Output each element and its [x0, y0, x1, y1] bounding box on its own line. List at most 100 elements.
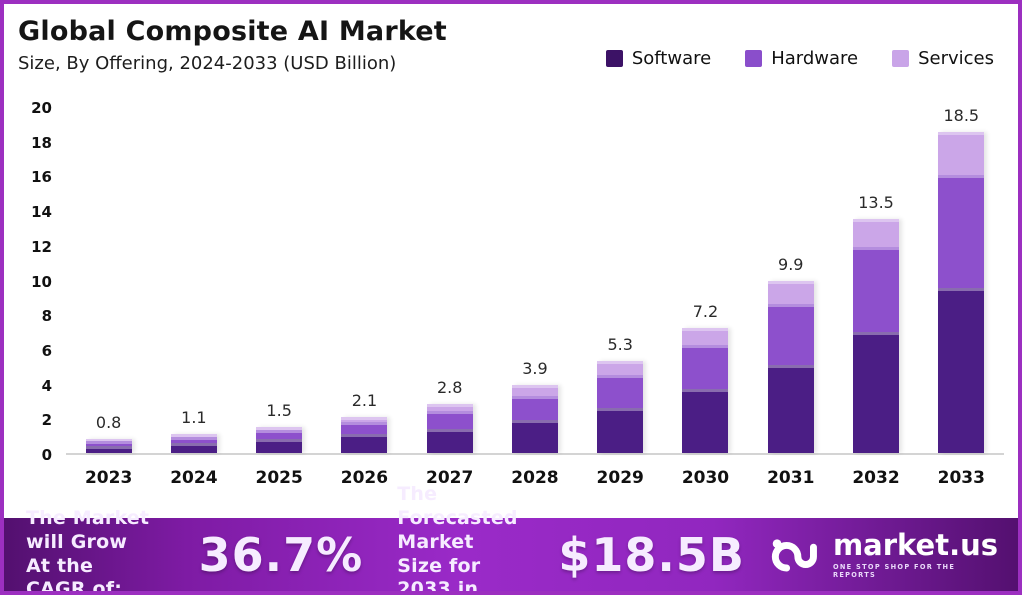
bar-column-2024: 1.1 — [152, 108, 236, 453]
bar-stack — [853, 218, 900, 453]
forecast-label-line2: Size for 2033 in USD: — [397, 554, 481, 595]
y-axis-tick-4: 4 — [41, 376, 52, 395]
bar-segment-software — [341, 433, 388, 453]
bar-column-2023: 0.8 — [67, 108, 151, 453]
bar-column-2025: 1.5 — [237, 108, 321, 453]
y-axis-tick-20: 20 — [31, 99, 52, 117]
bar-stack — [938, 132, 985, 453]
bar-stack — [682, 328, 729, 453]
bar-column-2030: 7.2 — [663, 108, 747, 453]
x-axis-label-2031: 2031 — [767, 468, 815, 488]
y-axis-tick-6: 6 — [41, 341, 52, 360]
brand-name: market.us — [832, 527, 998, 562]
chart-section: 0 2 4 6 8 10 12 14 16 18 20 0.8 1.1 1.5 2.1 2.8 3.9 5.3 7… — [4, 96, 1018, 518]
bar-total-label: 1.5 — [266, 400, 292, 420]
cagr-label-line2: At the CAGR of: — [26, 554, 123, 595]
bar-segment-software — [938, 288, 985, 453]
x-axis-label-2032: 2032 — [852, 468, 900, 488]
bar-column-2032: 13.5 — [834, 108, 918, 453]
legend-item-services: Services — [892, 48, 994, 69]
x-axis-label-2027: 2027 — [426, 468, 474, 488]
bar-segment-software — [256, 439, 303, 453]
y-axis-tick-8: 8 — [41, 307, 52, 326]
plot-area: 0.8 1.1 1.5 2.1 2.8 3.9 5.3 7.2 9.9 13.5 18.5 — [66, 106, 1004, 455]
bar-segment-hardware — [511, 395, 558, 421]
bar-total-label: 9.9 — [778, 255, 804, 275]
bar-segment-services — [938, 132, 985, 176]
bar-segment-services — [511, 385, 558, 396]
cagr-label: The Market will Grow At the CAGR of: — [26, 507, 151, 595]
bar-stack — [85, 439, 132, 453]
x-axis-label-2024: 2024 — [170, 468, 218, 488]
bar-column-2028: 3.9 — [493, 108, 577, 453]
bar-total-label: 7.2 — [692, 302, 719, 322]
forecast-label-line1: The Forecasted Market — [397, 483, 518, 553]
bar-segment-software — [767, 364, 814, 453]
bar-total-label: 2.8 — [436, 378, 463, 398]
bar-segment-services — [341, 416, 388, 422]
bar-column-2031: 9.9 — [749, 108, 833, 453]
brand-text: market.us ONE STOP SHOP FOR THE REPORTS — [832, 527, 998, 579]
y-axis-tick-0: 0 — [41, 446, 52, 464]
bar-segment-hardware — [341, 421, 388, 434]
bar-total-label: 3.9 — [522, 359, 548, 379]
bar-stack — [341, 416, 388, 453]
legend-label: Software — [631, 48, 712, 69]
bar-column-2029: 5.3 — [578, 108, 662, 453]
bar-segment-hardware — [597, 374, 644, 408]
y-axis-tick-16: 16 — [31, 168, 52, 187]
bar-total-label: 18.5 — [943, 106, 980, 126]
bar-stack — [256, 426, 303, 453]
bar-segment-software — [853, 331, 900, 453]
market-us-logo-icon — [771, 538, 817, 571]
y-axis: 0 2 4 6 8 10 12 14 16 18 20 — [18, 99, 58, 464]
bar-segment-services — [170, 433, 217, 437]
bar-segment-software — [85, 446, 132, 453]
bar-segment-software — [511, 420, 558, 453]
bar-total-label: 13.5 — [858, 192, 894, 212]
bar-segment-services — [853, 218, 900, 247]
bar-total-label: 1.1 — [181, 407, 207, 427]
bar-column-2027: 2.8 — [408, 108, 492, 453]
bar-stack — [511, 385, 558, 453]
page-subtitle: Size, By Offering, 2024-2033 (USD Billio… — [18, 53, 397, 74]
footer-banner: The Market will Grow At the CAGR of: 36.… — [4, 483, 1018, 591]
header: Global Composite AI Market Size, By Offe… — [4, 4, 1018, 96]
bar-stack — [767, 281, 814, 453]
bar-total-label: 2.1 — [351, 390, 378, 410]
y-axis-tick-2: 2 — [41, 411, 52, 430]
bar-segment-hardware — [938, 175, 985, 289]
x-axis-label-2029: 2029 — [596, 468, 644, 488]
bar-segment-services — [597, 361, 644, 375]
bar-segment-software — [426, 428, 473, 453]
legend-label: Services — [918, 48, 994, 69]
bar-segment-services — [426, 404, 473, 412]
bar-stack — [426, 404, 473, 453]
y-axis-tick-10: 10 — [31, 272, 52, 291]
bar-segment-hardware — [426, 411, 473, 429]
x-axis-labels: 2023 2024 2025 2026 2027 2028 2029 2030 2031 2032… — [66, 468, 1004, 488]
bar-stack — [170, 433, 217, 453]
legend-label: Hardware — [771, 48, 859, 69]
legend-item-hardware: Hardware — [745, 48, 858, 69]
bar-segment-hardware — [767, 303, 814, 365]
plot-area-wrap: 0.8 1.1 1.5 2.1 2.8 3.9 5.3 7.2 9.9 13.5 18.5 — [66, 106, 1004, 455]
bar-segment-software — [682, 388, 729, 453]
bar-segment-software — [597, 407, 644, 453]
bar-segment-software — [170, 443, 217, 453]
x-axis-label-2025: 2025 — [255, 468, 303, 488]
x-axis-label-2026: 2026 — [340, 468, 389, 488]
x-axis-label-2023: 2023 — [84, 468, 133, 488]
forecast-value: $18.5B — [558, 527, 745, 582]
legend-swatch-icon — [892, 50, 910, 67]
brand-block: market.us ONE STOP SHOP FOR THE REPORTS — [771, 527, 998, 579]
bar-segment-hardware — [85, 440, 132, 447]
bar-column-2033: 18.5 — [919, 106, 1003, 453]
bar-segment-services — [767, 281, 814, 304]
bar-segment-services — [256, 426, 303, 431]
x-axis-label-2030: 2030 — [681, 468, 730, 488]
bar-column-2026: 2.1 — [322, 108, 406, 453]
y-axis-tick-12: 12 — [31, 237, 52, 256]
bar-segment-hardware — [682, 345, 729, 389]
cagr-value: 36.7% — [198, 527, 364, 582]
